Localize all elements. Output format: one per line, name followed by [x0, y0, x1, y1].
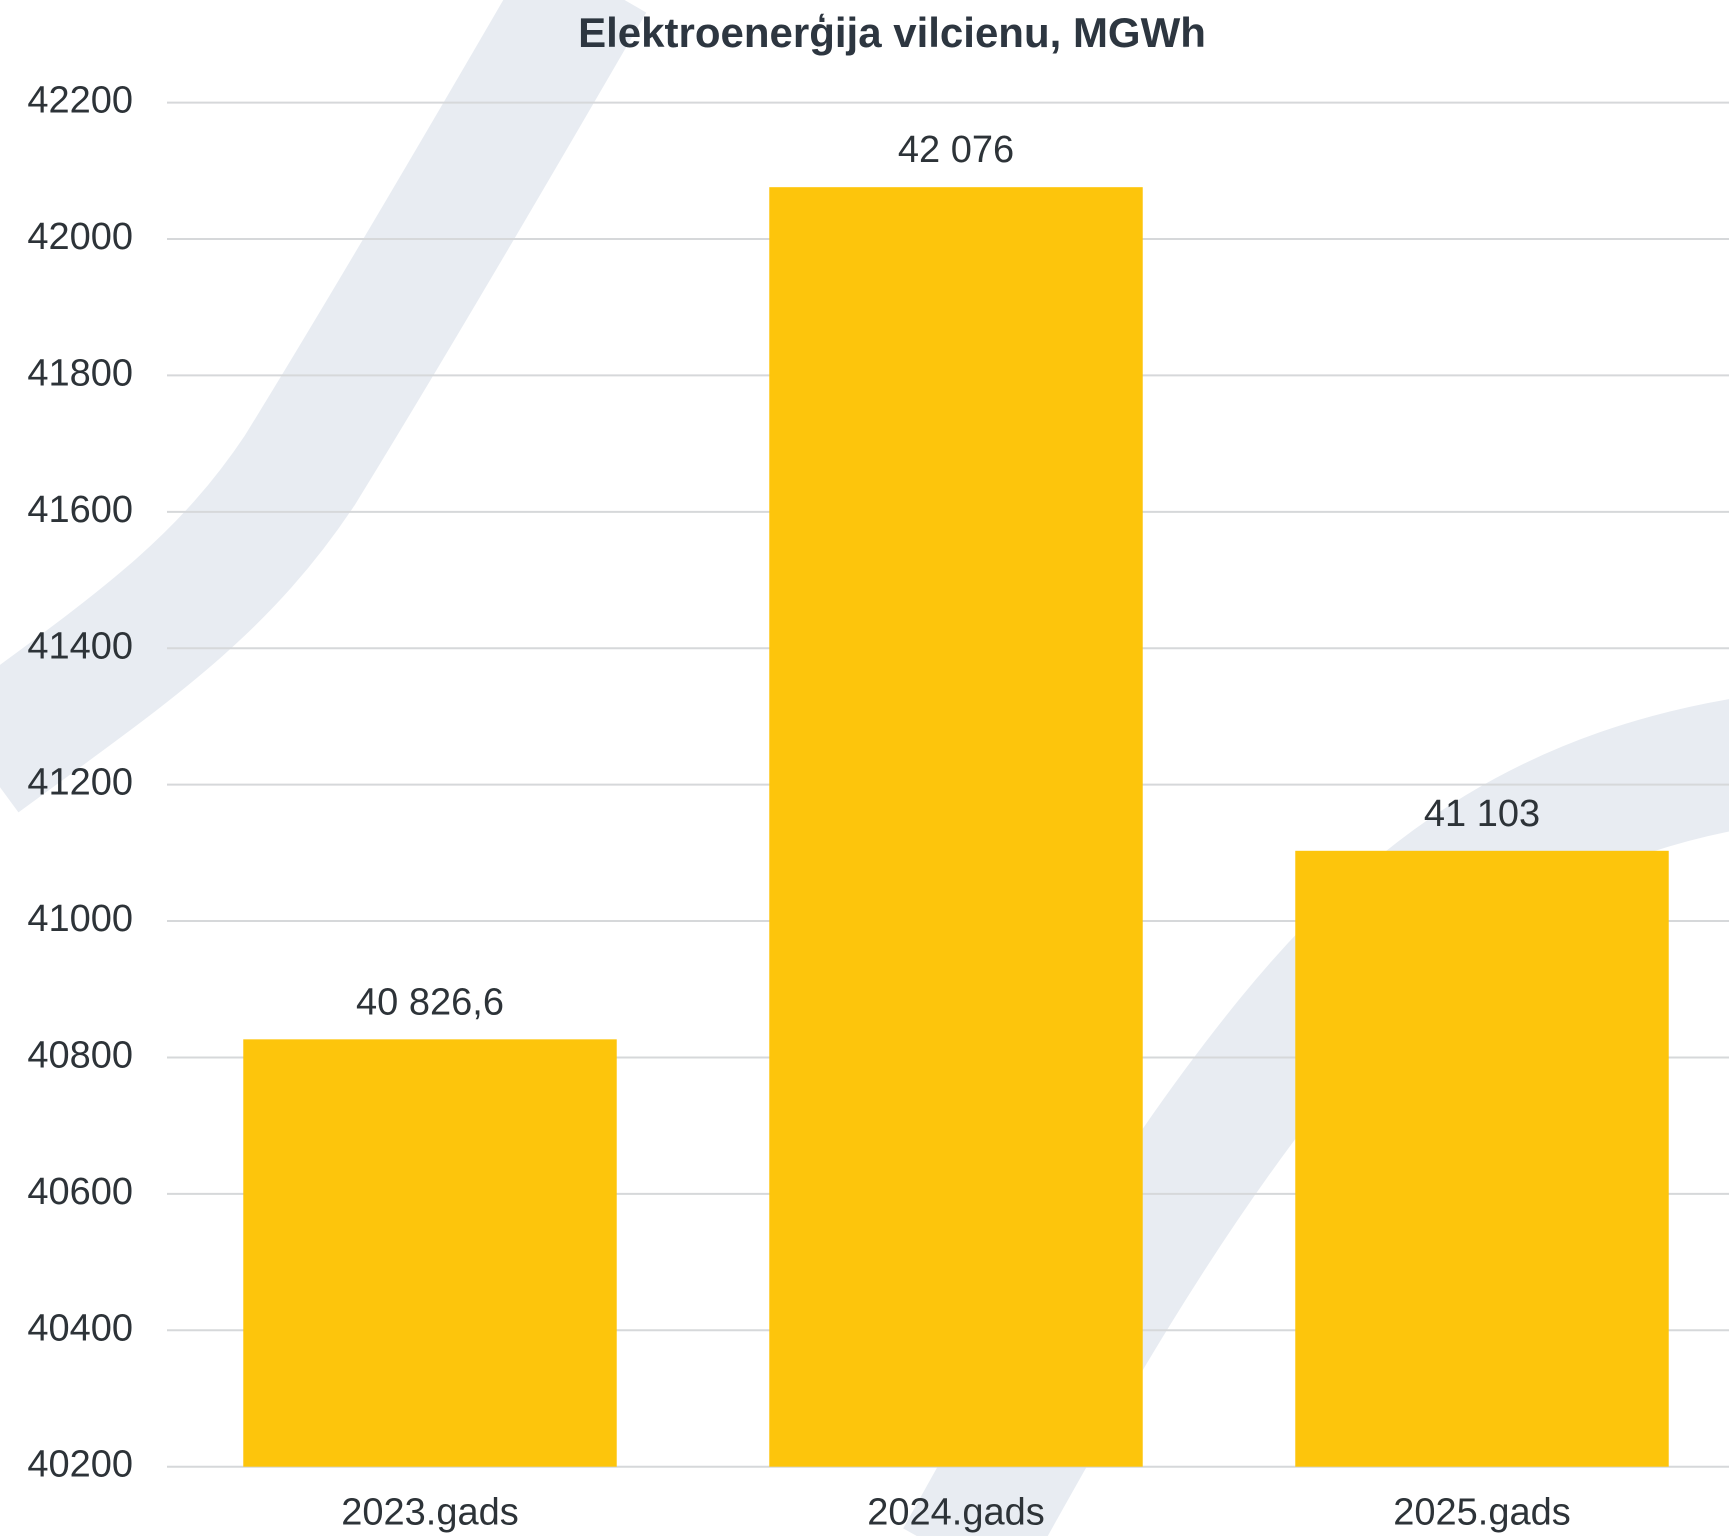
- y-tick-label: 41600: [27, 489, 133, 531]
- x-tick-label: 2023.gads: [341, 1492, 519, 1534]
- y-tick-label: 42000: [27, 216, 133, 258]
- data-label: 40 826,6: [356, 981, 504, 1023]
- x-tick-label: 2025.gads: [1393, 1492, 1571, 1534]
- y-tick-label: 40200: [27, 1444, 133, 1486]
- y-tick-label: 41000: [27, 898, 133, 940]
- y-tick-label: 41400: [27, 625, 133, 667]
- y-tick-label: 41800: [27, 352, 133, 394]
- x-tick-label: 2024.gads: [867, 1492, 1045, 1534]
- bar: [243, 1039, 617, 1467]
- chart-title: Elektroenerģija vilcienu, MGWh: [578, 9, 1206, 56]
- swoosh: [0, 0, 647, 813]
- y-tick-label: 42200: [27, 80, 133, 122]
- data-label: 42 076: [898, 129, 1014, 171]
- y-tick-label: 40800: [27, 1035, 133, 1077]
- y-tick-label: 41200: [27, 762, 133, 804]
- y-tick-label: 40600: [27, 1171, 133, 1213]
- bar: [769, 187, 1143, 1467]
- data-label: 41 103: [1424, 793, 1540, 835]
- bars: [243, 187, 1669, 1467]
- bar: [1295, 850, 1669, 1467]
- y-tick-label: 40400: [27, 1307, 133, 1349]
